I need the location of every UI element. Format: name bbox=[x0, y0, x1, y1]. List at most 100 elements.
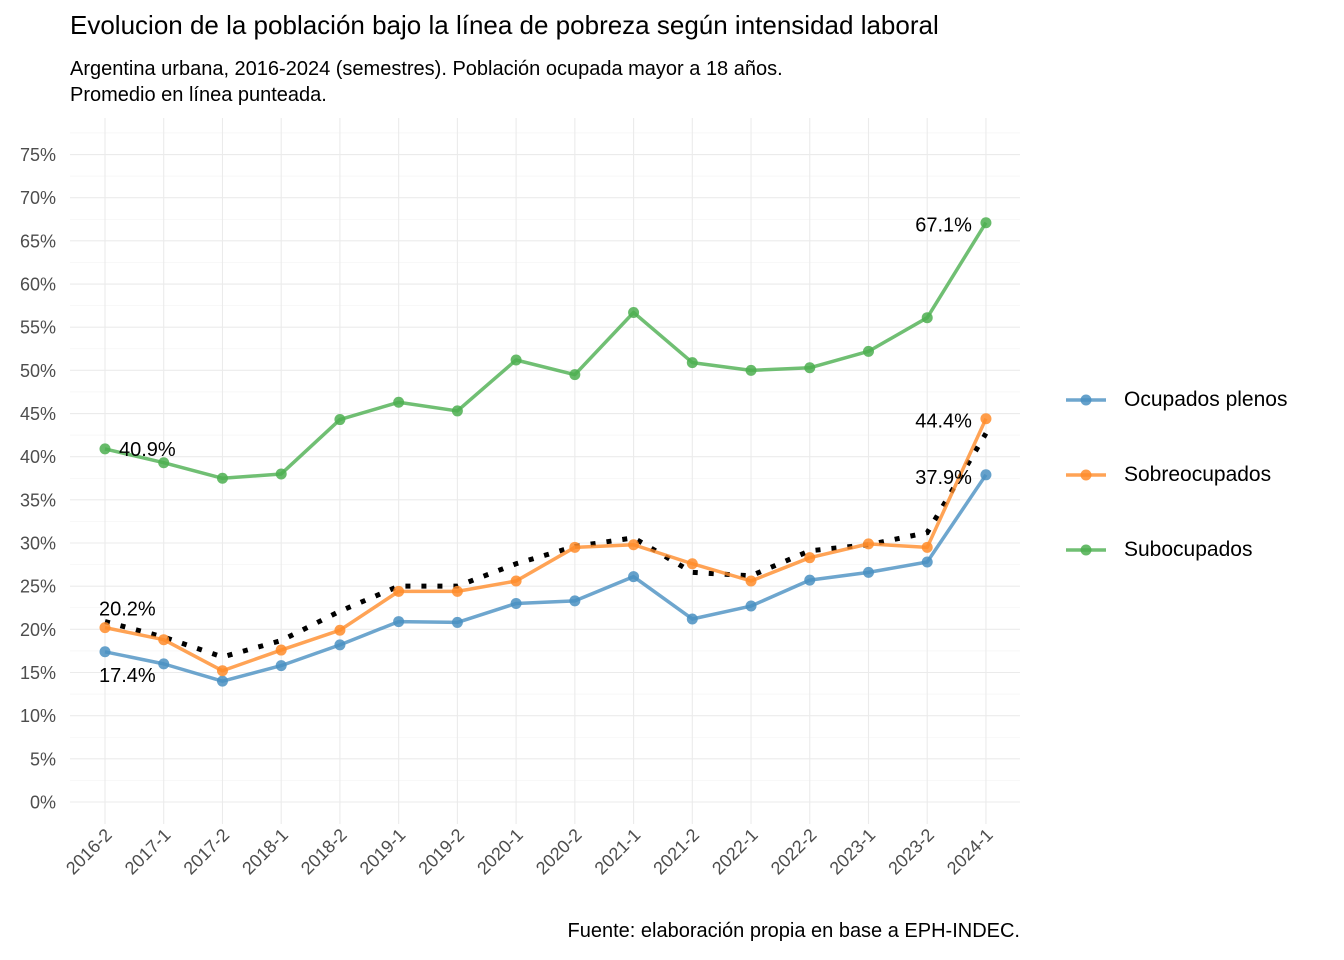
x-tick-label: 2020-2 bbox=[532, 825, 586, 879]
y-tick-label: 30% bbox=[20, 534, 56, 554]
y-tick-label: 45% bbox=[20, 404, 56, 424]
x-tick-label: 2018-2 bbox=[297, 825, 351, 879]
x-tick-label: 2021-2 bbox=[649, 825, 703, 879]
point-ocupados-plenos bbox=[686, 613, 698, 625]
point-sobreocupados bbox=[804, 552, 816, 564]
x-tick-label: 2022-2 bbox=[767, 825, 821, 879]
chart-subtitle-line-2: Promedio en línea punteada. bbox=[70, 84, 327, 106]
y-tick-label: 15% bbox=[20, 663, 56, 683]
point-ocupados-plenos bbox=[862, 566, 874, 578]
series-line-ocupados-plenos bbox=[104, 473, 988, 683]
legend-item-sobreocupados: Sobreocupados bbox=[1066, 455, 1336, 495]
point-ocupados-plenos bbox=[275, 660, 287, 672]
legend-key-point bbox=[1080, 469, 1092, 481]
x-tick-label: 2021-1 bbox=[591, 825, 645, 879]
y-tick-label: 60% bbox=[20, 275, 56, 295]
legend-key-point bbox=[1080, 394, 1092, 406]
chart-subtitle-line-1: Argentina urbana, 2016-2024 (semestres).… bbox=[70, 58, 783, 80]
annotations: 40.9% 20.2% 17.4% 67.1% 44.4% 37.9% bbox=[99, 215, 972, 687]
x-tick-label: 2017-2 bbox=[180, 825, 234, 879]
point-ocupados-plenos bbox=[745, 600, 757, 612]
x-tick-label: 2019-2 bbox=[414, 825, 468, 879]
point-subocupados bbox=[980, 217, 992, 229]
point-sobreocupados bbox=[569, 541, 581, 553]
point-ocupados-plenos bbox=[980, 469, 992, 481]
y-tick-label: 75% bbox=[20, 145, 56, 165]
point-ocupados-plenos bbox=[99, 646, 111, 658]
legend-key-point bbox=[1080, 544, 1092, 556]
x-tick-label: 2016-2 bbox=[62, 825, 116, 879]
annotation-label: 40.9% bbox=[119, 439, 176, 461]
point-sobreocupados bbox=[451, 585, 463, 597]
point-subocupados bbox=[745, 364, 757, 376]
y-tick-label: 55% bbox=[20, 318, 56, 338]
point-ocupados-plenos bbox=[216, 675, 228, 687]
point-subocupados bbox=[569, 369, 581, 381]
point-subocupados bbox=[862, 345, 874, 357]
point-subocupados bbox=[216, 472, 228, 484]
point-sobreocupados bbox=[393, 585, 405, 597]
y-tick-label: 40% bbox=[20, 447, 56, 467]
point-ocupados-plenos bbox=[628, 571, 640, 583]
annotation-label: 20.2% bbox=[99, 599, 156, 621]
series-line-subocupados bbox=[104, 221, 988, 481]
y-tick-label: 70% bbox=[20, 188, 56, 208]
grid bbox=[70, 118, 1020, 824]
series-line-sobreocupados bbox=[104, 417, 988, 673]
point-ocupados-plenos bbox=[569, 595, 581, 607]
point-ocupados-plenos bbox=[804, 574, 816, 586]
legend-item-subocupados: Subocupados bbox=[1066, 530, 1336, 570]
point-subocupados bbox=[451, 405, 463, 417]
y-tick-label: 25% bbox=[20, 577, 56, 597]
annotation-label: 37.9% bbox=[915, 467, 972, 489]
y-tick-label: 50% bbox=[20, 361, 56, 381]
x-tick-label: 2018-1 bbox=[238, 825, 292, 879]
series-points bbox=[99, 217, 992, 687]
point-sobreocupados bbox=[510, 575, 522, 587]
x-axis-ticks: 2016-2 2017-1 2017-2 2018-1 2018-2 2019-1 2019… bbox=[62, 825, 997, 879]
x-tick-label: 2023-2 bbox=[884, 825, 938, 879]
point-sobreocupados bbox=[745, 575, 757, 587]
point-subocupados bbox=[686, 357, 698, 369]
point-ocupados-plenos bbox=[510, 597, 522, 609]
annotation-label: 44.4% bbox=[915, 411, 972, 433]
point-subocupados bbox=[158, 457, 170, 469]
annotation-label: 67.1% bbox=[915, 215, 972, 237]
point-sobreocupados bbox=[921, 541, 933, 553]
series-lines bbox=[104, 221, 988, 683]
legend-item-ocupados-plenos: Ocupados plenos bbox=[1066, 380, 1336, 420]
y-tick-label: 65% bbox=[20, 231, 56, 251]
point-sobreocupados bbox=[862, 538, 874, 550]
point-subocupados bbox=[510, 354, 522, 366]
point-subocupados bbox=[334, 414, 346, 426]
point-ocupados-plenos bbox=[158, 658, 170, 670]
legend-label: Sobreocupados bbox=[1124, 463, 1272, 486]
point-subocupados bbox=[921, 312, 933, 324]
x-tick-label: 2017-1 bbox=[121, 825, 175, 879]
x-tick-label: 2024-1 bbox=[943, 825, 997, 879]
legend-key-subocupados bbox=[1066, 544, 1106, 556]
y-axis-ticks: 0% 5% 10% 15% 20% 25% 30% 35% 40% 45% 50% 55% 60% 65%… bbox=[20, 145, 56, 812]
y-tick-label: 35% bbox=[20, 490, 56, 510]
legend-label: Ocupados plenos bbox=[1124, 388, 1288, 411]
point-ocupados-plenos bbox=[334, 639, 346, 651]
x-tick-label: 2019-1 bbox=[356, 825, 410, 879]
average-line bbox=[104, 432, 989, 660]
x-tick-label: 2023-1 bbox=[826, 825, 880, 879]
legend-key-ocupados-plenos bbox=[1066, 394, 1106, 406]
y-tick-label: 10% bbox=[20, 706, 56, 726]
point-ocupados-plenos bbox=[451, 616, 463, 628]
point-subocupados bbox=[393, 396, 405, 408]
legend-key-sobreocupados bbox=[1066, 469, 1106, 481]
point-sobreocupados bbox=[628, 539, 640, 551]
legend-label: Subocupados bbox=[1124, 538, 1253, 561]
annotation-label: 17.4% bbox=[99, 665, 156, 687]
point-subocupados bbox=[628, 307, 640, 319]
point-ocupados-plenos bbox=[393, 616, 405, 628]
point-sobreocupados bbox=[99, 622, 111, 634]
point-sobreocupados bbox=[334, 624, 346, 636]
y-tick-label: 5% bbox=[30, 749, 56, 769]
y-tick-label: 20% bbox=[20, 620, 56, 640]
point-sobreocupados bbox=[686, 558, 698, 570]
